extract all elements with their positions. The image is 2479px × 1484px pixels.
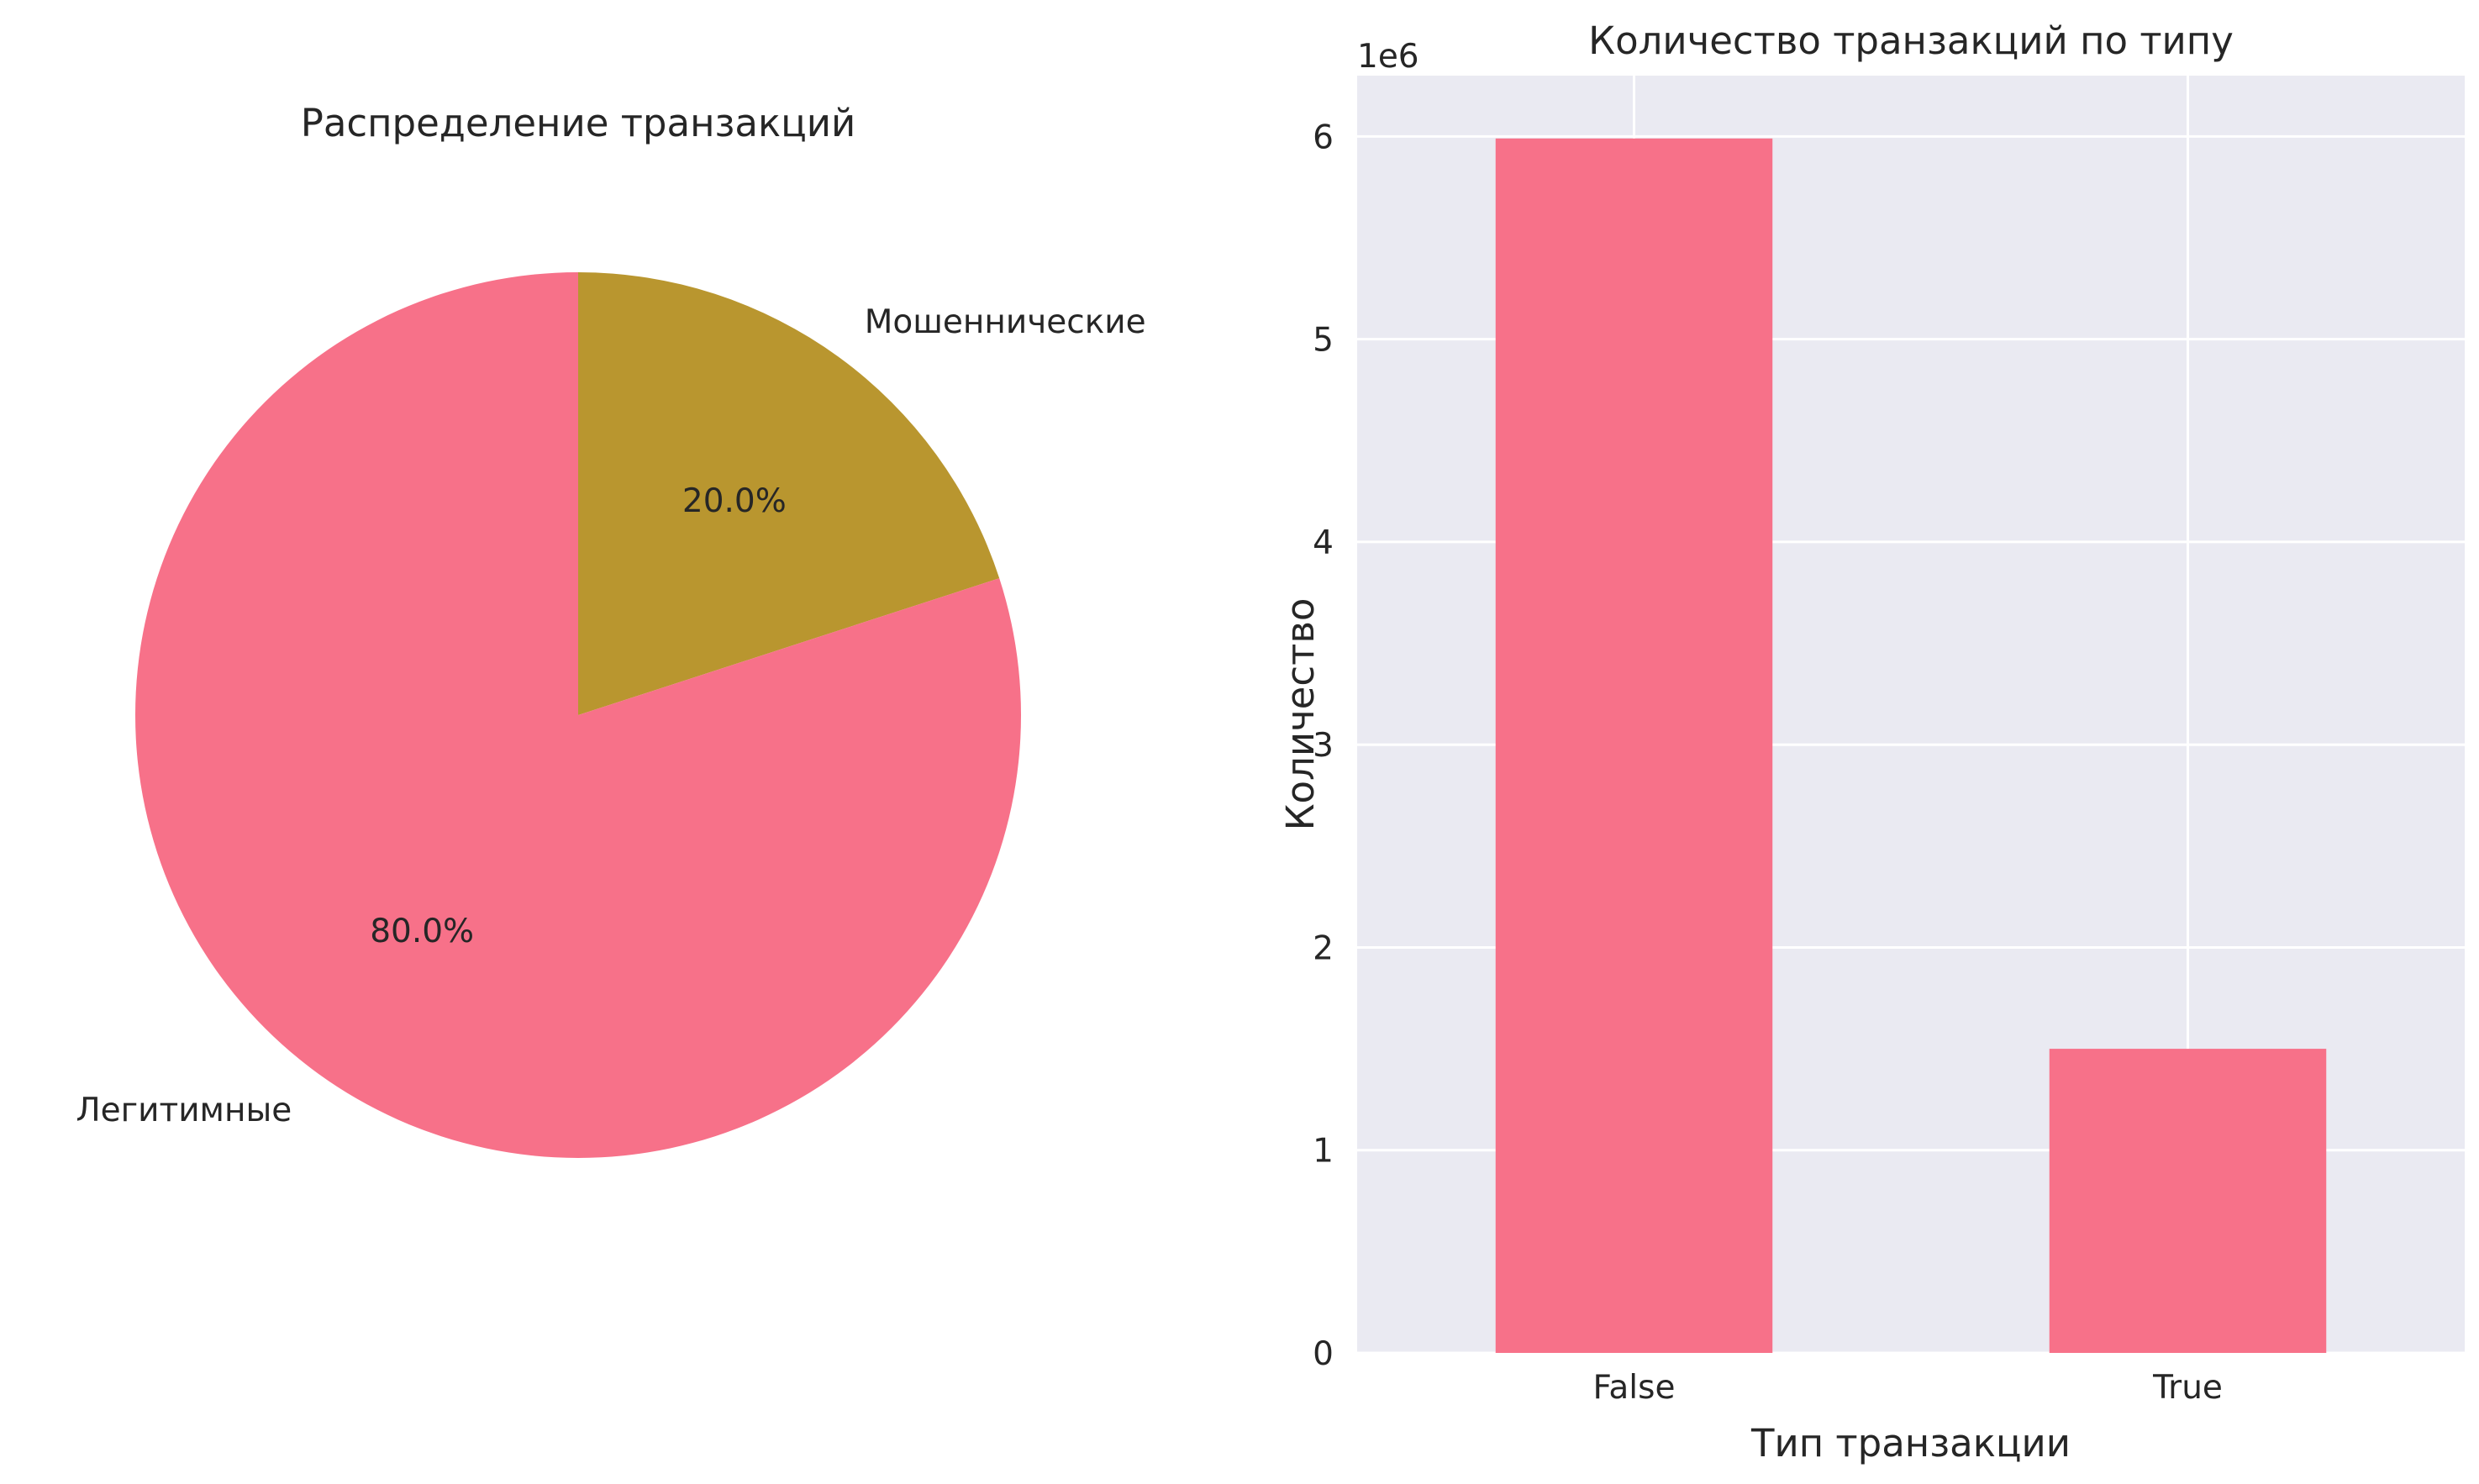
x-tick-label-true: True — [2152, 1369, 2223, 1407]
pie-slice-percent-мошеннические: 20.0% — [682, 482, 787, 520]
x-axis-label: Тип транзакции — [1750, 1421, 2071, 1466]
y-tick-label: 4 — [1313, 524, 1334, 562]
y-tick-label: 1 — [1313, 1133, 1334, 1171]
pie-chart: Распределение транзакций 20.0% Мошенничес… — [76, 101, 1146, 1158]
y-axis-label: Количество — [1278, 598, 1323, 831]
y-tick-label: 6 — [1313, 118, 1334, 156]
y-tick-label: 5 — [1313, 322, 1334, 360]
y-axis-offset-label: 1e6 — [1357, 38, 1419, 76]
pie-slice-label-легитимные: Легитимные — [76, 1092, 292, 1129]
bar-chart: 0 1 2 3 4 5 6 False True Количество транзакций … — [1278, 18, 2465, 1466]
pie-slice-легитимные — [135, 271, 1022, 1158]
bar-chart-title: Количество транзакций по типу — [1588, 18, 2234, 63]
y-tick-labels: 0 1 2 3 4 5 6 — [1313, 118, 1334, 1373]
x-tick-labels: False True — [1593, 1369, 2223, 1407]
pie-slice-percent-легитимные: 80.0% — [370, 913, 474, 950]
y-tick-label: 3 — [1313, 727, 1334, 765]
bars — [1495, 138, 2327, 1353]
pie-slice-label-мошеннические: Мошеннические — [865, 303, 1146, 341]
pie-chart-title: Распределение транзакций — [301, 101, 856, 145]
x-tick-label-false: False — [1593, 1369, 1676, 1407]
bar-false — [1495, 138, 1773, 1353]
pie-slice-мошеннические — [578, 272, 1000, 715]
bar-true — [2049, 1049, 2327, 1353]
pie-slices — [135, 271, 1022, 1158]
y-tick-label: 0 — [1313, 1335, 1334, 1373]
y-tick-label: 2 — [1313, 929, 1334, 967]
pie-labels: 20.0% Мошеннические 80.0% Легитимные — [76, 303, 1145, 1129]
